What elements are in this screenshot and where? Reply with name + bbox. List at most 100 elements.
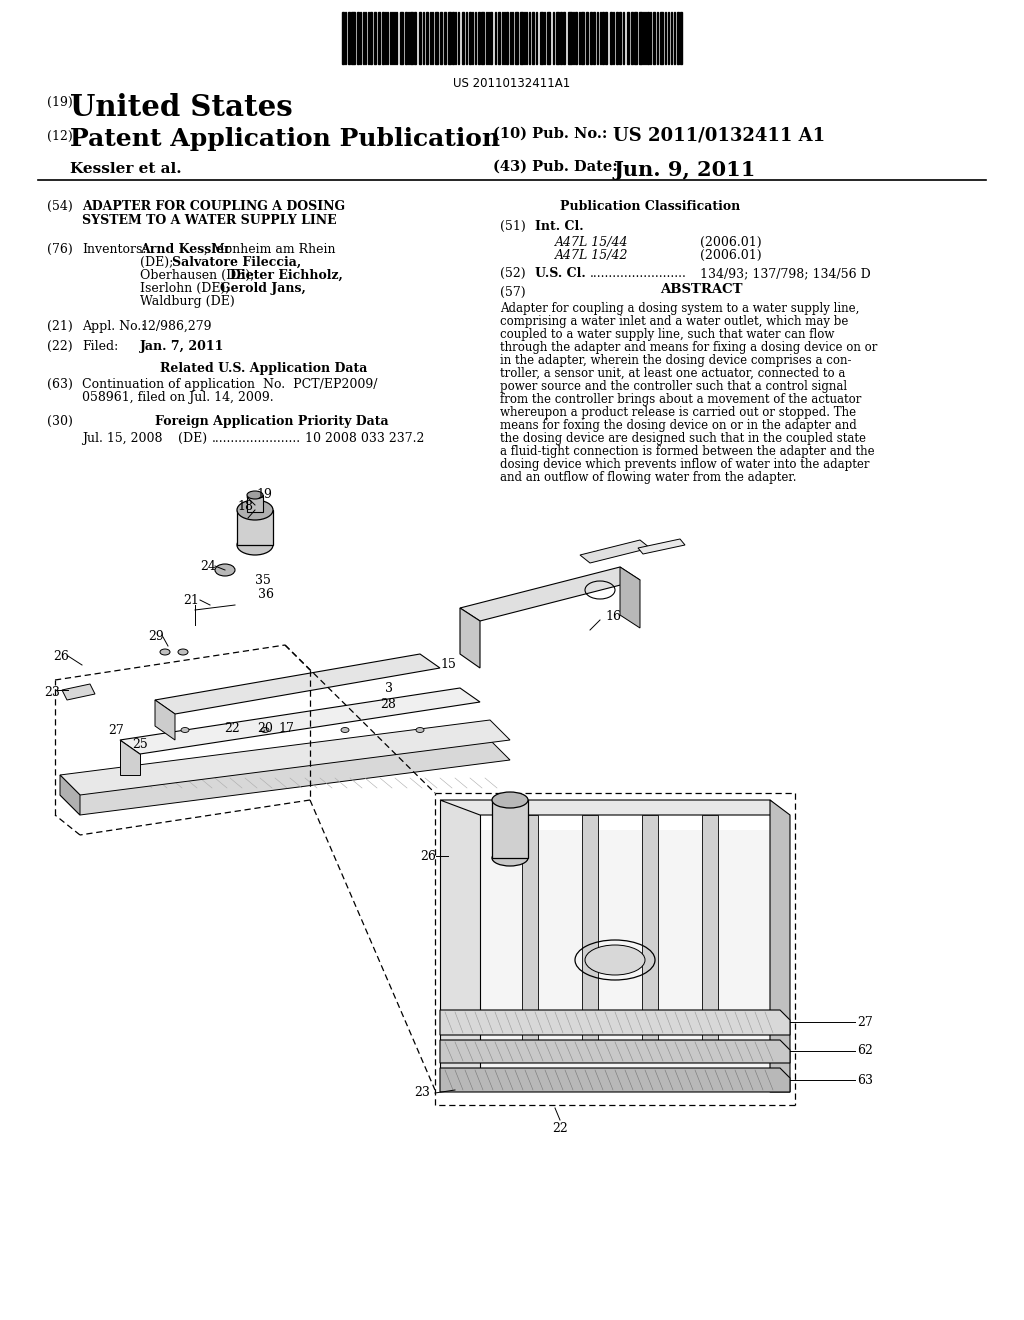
Text: (12): (12) <box>47 129 73 143</box>
Text: Filed:: Filed: <box>82 341 118 352</box>
Text: 20: 20 <box>257 722 272 734</box>
Text: 22: 22 <box>552 1122 568 1134</box>
Bar <box>440 12 442 63</box>
Text: (DE): (DE) <box>178 432 207 445</box>
Bar <box>357 12 359 63</box>
Bar <box>520 12 523 63</box>
Text: (54): (54) <box>47 201 73 213</box>
Bar <box>581 12 584 63</box>
Text: .........................: ......................... <box>590 267 687 280</box>
Ellipse shape <box>178 649 188 655</box>
Polygon shape <box>440 800 785 814</box>
Text: 3: 3 <box>385 681 393 694</box>
Polygon shape <box>60 741 510 814</box>
Ellipse shape <box>247 491 263 499</box>
Polygon shape <box>120 688 480 754</box>
Bar <box>506 12 508 63</box>
Ellipse shape <box>237 500 273 520</box>
Text: 23: 23 <box>44 686 59 700</box>
Bar <box>532 12 534 63</box>
Text: a fluid-tight connection is formed between the adapter and the: a fluid-tight connection is formed betwe… <box>500 445 874 458</box>
Polygon shape <box>155 653 440 714</box>
Ellipse shape <box>181 727 189 733</box>
Text: 19: 19 <box>256 487 272 500</box>
Text: United States: United States <box>70 92 293 121</box>
Bar <box>419 12 421 63</box>
Text: 134/93; 137/798; 134/56 D: 134/93; 137/798; 134/56 D <box>700 267 870 280</box>
Bar <box>639 12 642 63</box>
Text: A47L 15/44: A47L 15/44 <box>555 236 629 249</box>
Text: US 2011/0132411 A1: US 2011/0132411 A1 <box>613 127 825 145</box>
Text: the dosing device are designed such that in the coupled state: the dosing device are designed such that… <box>500 432 866 445</box>
Bar <box>382 12 384 63</box>
Text: U.S. Cl.: U.S. Cl. <box>535 267 586 280</box>
Text: 27: 27 <box>857 1015 872 1028</box>
Polygon shape <box>60 775 80 814</box>
Polygon shape <box>155 700 175 741</box>
Text: Adapter for coupling a dosing system to a water supply line,: Adapter for coupling a dosing system to … <box>500 302 859 315</box>
Text: 27: 27 <box>108 723 124 737</box>
Polygon shape <box>440 1040 790 1063</box>
Bar <box>616 12 618 63</box>
Text: from the controller brings about a movement of the actuator: from the controller brings about a movem… <box>500 393 861 407</box>
Bar <box>406 12 407 63</box>
Text: 25: 25 <box>132 738 147 751</box>
Text: 26: 26 <box>53 649 69 663</box>
Bar <box>610 12 612 63</box>
Text: Gerold Jans,: Gerold Jans, <box>219 282 305 294</box>
Bar <box>348 12 350 63</box>
Bar <box>540 12 543 63</box>
Text: (76): (76) <box>47 243 73 256</box>
Text: means for foxing the dosing device on or in the adapter and: means for foxing the dosing device on or… <box>500 418 857 432</box>
Polygon shape <box>522 814 538 1060</box>
Bar <box>680 12 682 63</box>
Polygon shape <box>62 684 95 700</box>
Ellipse shape <box>416 727 424 733</box>
Polygon shape <box>460 568 640 620</box>
Text: Inventors:: Inventors: <box>82 243 146 256</box>
Ellipse shape <box>261 727 269 733</box>
Bar <box>605 12 607 63</box>
Bar <box>618 12 621 63</box>
Bar <box>568 12 572 63</box>
Text: SYSTEM TO A WATER SUPPLY LINE: SYSTEM TO A WATER SUPPLY LINE <box>82 214 337 227</box>
Text: 22: 22 <box>224 722 240 734</box>
Text: 35: 35 <box>255 573 271 586</box>
Bar <box>478 12 480 63</box>
Bar <box>627 12 629 63</box>
Text: 28: 28 <box>380 698 396 711</box>
Text: troller, a sensor unit, at least one actuator, connected to a: troller, a sensor unit, at least one act… <box>500 367 846 380</box>
Ellipse shape <box>585 945 645 975</box>
Text: (30): (30) <box>47 414 73 428</box>
Text: ABSTRACT: ABSTRACT <box>660 282 742 296</box>
Text: 63: 63 <box>857 1073 873 1086</box>
Bar <box>452 12 454 63</box>
Bar <box>575 12 577 63</box>
Polygon shape <box>60 719 510 795</box>
Bar <box>602 12 604 63</box>
Polygon shape <box>237 510 273 545</box>
Polygon shape <box>580 540 650 564</box>
Text: 26: 26 <box>420 850 436 862</box>
Bar <box>462 12 464 63</box>
Text: (DE);: (DE); <box>140 256 177 269</box>
Text: (51): (51) <box>500 220 525 234</box>
Bar <box>547 12 550 63</box>
Polygon shape <box>770 800 790 1092</box>
Bar <box>560 12 562 63</box>
Ellipse shape <box>341 727 349 733</box>
Text: Kessler et al.: Kessler et al. <box>70 162 181 176</box>
Polygon shape <box>492 800 528 858</box>
Text: Related U.S. Application Data: Related U.S. Application Data <box>160 362 368 375</box>
Ellipse shape <box>215 564 234 576</box>
Text: power source and the controller such that a control signal: power source and the controller such tha… <box>500 380 847 393</box>
Bar <box>653 12 655 63</box>
Text: , Monheim am Rhein: , Monheim am Rhein <box>204 243 335 256</box>
Text: US 20110132411A1: US 20110132411A1 <box>454 77 570 90</box>
Bar <box>590 12 592 63</box>
Bar <box>449 12 451 63</box>
Text: 18: 18 <box>237 499 253 512</box>
Text: 10 2008 033 237.2: 10 2008 033 237.2 <box>305 432 424 445</box>
Ellipse shape <box>160 649 170 655</box>
Text: 15: 15 <box>440 659 456 672</box>
